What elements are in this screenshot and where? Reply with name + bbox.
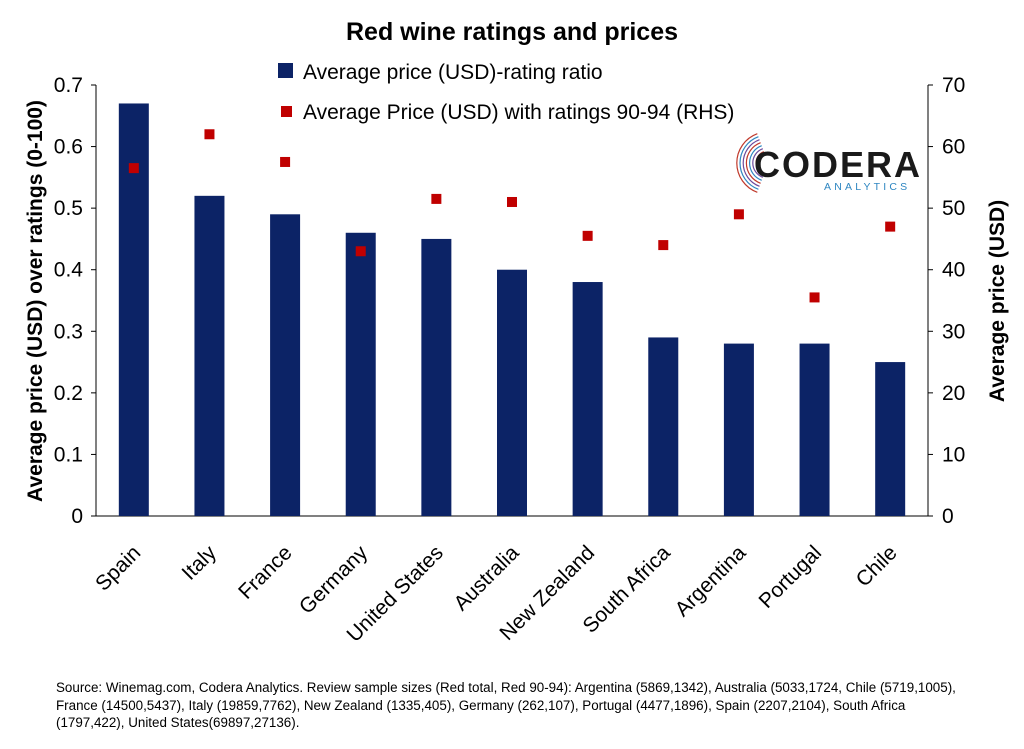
price-marker: [204, 129, 215, 140]
price-marker: [733, 209, 744, 220]
bar: [194, 195, 225, 517]
chart-title: Red wine ratings and prices: [346, 18, 678, 46]
legend-swatch-bar: [278, 63, 293, 78]
price-marker: [809, 292, 820, 303]
logo-arc: [739, 136, 759, 190]
bar: [421, 238, 452, 516]
right-tick-label: 20: [942, 382, 965, 405]
bar: [875, 362, 906, 516]
right-tick-label: 70: [942, 74, 965, 97]
logo-mark: [736, 133, 765, 193]
left-tick-label: 0.7: [54, 74, 83, 97]
category-label: Italy: [177, 541, 221, 585]
category-label: Spain: [91, 541, 145, 595]
category-label: Australia: [449, 541, 523, 615]
left-tick-label: 0.5: [54, 197, 83, 220]
price-marker: [431, 193, 442, 204]
bar: [723, 343, 754, 516]
category-label: Chile: [852, 541, 902, 591]
right-tick-label: 40: [942, 259, 965, 282]
right-tick-label: 30: [942, 320, 965, 343]
logo-arc: [742, 139, 760, 187]
left-tick-label: 0.3: [54, 320, 83, 343]
price-marker: [280, 156, 291, 167]
source-note: Source: Winemag.com, Codera Analytics. R…: [56, 680, 956, 730]
logo-arc: [736, 133, 758, 193]
bar: [345, 232, 376, 516]
legend-label-marker: Average Price (USD) with ratings 90-94 (…: [303, 101, 734, 124]
price-marker: [658, 240, 669, 251]
left-tick-label: 0.2: [54, 382, 83, 405]
price-marker: [885, 221, 896, 232]
left-tick-label: 0.4: [54, 259, 84, 282]
right-tick-label: 50: [942, 197, 965, 220]
logo-arc: [745, 142, 761, 184]
right-tick-label: 0: [942, 505, 954, 528]
bar: [270, 214, 301, 517]
left-tick-label: 0: [71, 505, 83, 528]
category-label: Germany: [295, 541, 373, 619]
category-label: Argentina: [671, 541, 751, 621]
category-label: France: [234, 541, 296, 603]
right-tick-label: 10: [942, 443, 965, 466]
bar: [497, 269, 527, 516]
legend: Average price (USD)-rating ratio Average…: [278, 61, 734, 124]
price-marker: [507, 196, 517, 207]
price-marker: [128, 163, 139, 174]
legend-label-bar: Average price (USD)-rating ratio: [303, 61, 603, 84]
left-tick-label: 0.1: [54, 443, 83, 466]
bar: [799, 343, 830, 516]
logo-subtitle: ANALYTICS: [824, 181, 910, 193]
logo-arc: [749, 145, 762, 181]
bar: [648, 337, 679, 516]
right-tick-label: 60: [942, 136, 965, 159]
right-axis-title: Average price (USD): [986, 200, 1009, 402]
left-tick-label: 0.6: [54, 136, 83, 159]
logo-arc: [752, 148, 764, 178]
codera-logo: CODERA ANALYTICS: [736, 133, 922, 193]
logo-arc: [755, 151, 765, 175]
category-label: Portugal: [755, 541, 827, 613]
left-axis-title: Average price (USD) over ratings (0-100): [24, 100, 47, 502]
bar: [572, 282, 603, 516]
price-marker: [355, 246, 366, 257]
legend-swatch-marker: [281, 106, 292, 117]
price-marker: [582, 230, 593, 241]
logo-wordmark: CODERA: [754, 144, 922, 185]
